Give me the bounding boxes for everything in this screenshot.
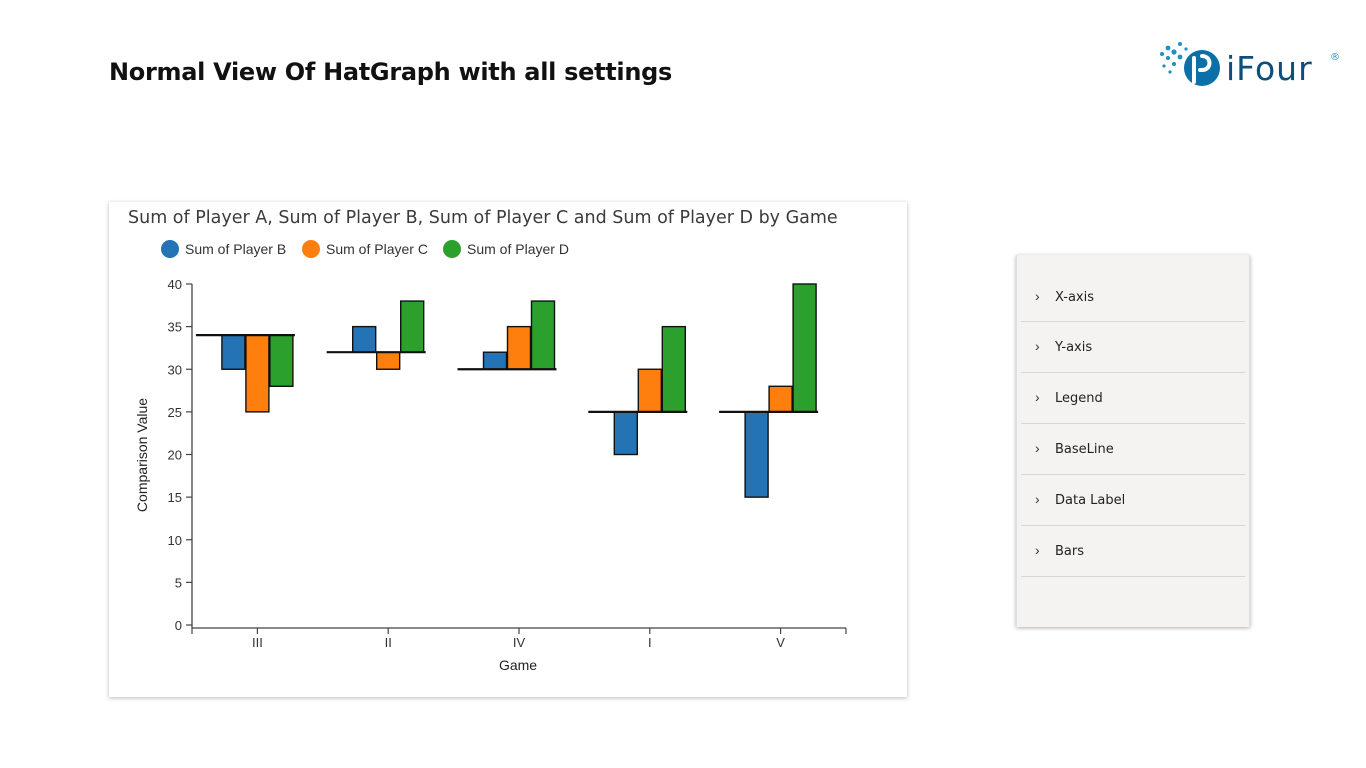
legend-label: Sum of Player B [185, 241, 286, 257]
x-tick-label: III [252, 635, 263, 650]
settings-item-label: BaseLine [1055, 441, 1114, 457]
chevron-right-icon: › [1035, 389, 1040, 405]
y-tick-label: 5 [175, 575, 182, 590]
legend-label: Sum of Player C [326, 241, 428, 257]
bars-group [221, 283, 817, 498]
bar[interactable] [744, 411, 769, 498]
settings-item-data-label[interactable]: › Data Label [1021, 475, 1245, 526]
settings-list: › X-axis › Y-axis › Legend › BaseLine › Data Labe… [1021, 273, 1245, 577]
x-tick-label: IV [513, 635, 526, 650]
chevron-right-icon: › [1035, 491, 1040, 507]
format-settings-panel: › X-axis › Y-axis › Legend › BaseLine › Data Labe… [1016, 255, 1250, 627]
bar[interactable] [637, 368, 662, 413]
legend-label: Sum of Player D [467, 241, 569, 257]
y-tick-label: 20 [168, 448, 182, 463]
legend-swatch [302, 240, 320, 258]
x-tick-label: I [648, 635, 652, 650]
bar[interactable] [530, 300, 556, 370]
bar[interactable] [792, 283, 817, 413]
settings-item-label: Bars [1055, 543, 1085, 559]
baselines-group [195, 334, 819, 413]
bar[interactable] [661, 325, 686, 413]
logo-dots-icon [1160, 42, 1188, 74]
y-tick-label: 0 [175, 618, 182, 633]
settings-item-legend[interactable]: › Legend [1021, 373, 1245, 424]
y-tick-label: 25 [168, 405, 182, 420]
settings-item-label: Y-axis [1055, 339, 1093, 355]
legend-swatch [443, 240, 461, 258]
legend-item[interactable]: Sum of Player C [302, 240, 428, 258]
y-tick-label: 35 [168, 320, 182, 335]
bar[interactable] [221, 334, 246, 370]
x-tick-label: V [776, 635, 785, 650]
settings-item-label: Legend [1055, 390, 1103, 406]
legend-swatch [161, 240, 179, 258]
settings-item-baseline[interactable]: › BaseLine [1021, 424, 1245, 475]
bar[interactable] [245, 334, 270, 413]
chevron-right-icon: › [1035, 338, 1040, 354]
slide-title: Normal View Of HatGraph with all setting… [109, 58, 672, 86]
x-tick-label: II [385, 635, 392, 650]
bar[interactable] [400, 300, 425, 353]
bar[interactable] [376, 351, 401, 370]
legend-item[interactable]: Sum of Player B [161, 240, 286, 258]
ifour-logo: iFour ® [1156, 38, 1346, 94]
chevron-right-icon: › [1035, 288, 1040, 304]
bar[interactable] [768, 385, 793, 413]
settings-item-y-axis[interactable]: › Y-axis [1021, 322, 1245, 373]
bar[interactable] [506, 325, 532, 370]
chart-legend: Sum of Player B Sum of Player C Sum of Pla… [161, 240, 569, 258]
settings-item-label: X-axis [1055, 289, 1094, 305]
logo-registered-mark: ® [1330, 52, 1340, 63]
bar[interactable] [482, 351, 508, 370]
chevron-right-icon: › [1035, 542, 1040, 558]
x-axis: III II IV I V [191, 627, 847, 650]
hat-graph-visual[interactable]: Sum of Player A, Sum of Player B, Sum of… [109, 202, 907, 697]
x-axis-title: Game [499, 657, 537, 673]
logo-text: iFour [1226, 49, 1313, 88]
y-axis-title: Comparison Value [134, 398, 150, 512]
settings-item-bars[interactable]: › Bars [1021, 526, 1245, 577]
y-tick-label: 40 [168, 277, 182, 292]
bar[interactable] [351, 325, 377, 353]
logo-mark-icon [1184, 50, 1220, 86]
legend-item[interactable]: Sum of Player D [443, 240, 569, 258]
bar[interactable] [269, 334, 294, 387]
y-axis: 0 5 10 15 20 25 30 35 40 [168, 277, 193, 633]
bar[interactable] [613, 411, 638, 456]
chart-title: Sum of Player A, Sum of Player B, Sum of… [128, 208, 838, 228]
hat-graph-svg: Sum of Player A, Sum of Player B, Sum of… [128, 208, 847, 673]
y-tick-label: 10 [168, 533, 182, 548]
settings-item-x-axis[interactable]: › X-axis [1021, 273, 1245, 322]
y-tick-label: 15 [168, 490, 182, 505]
settings-item-label: Data Label [1055, 492, 1126, 508]
y-tick-label: 30 [168, 362, 182, 377]
chevron-right-icon: › [1035, 440, 1040, 456]
